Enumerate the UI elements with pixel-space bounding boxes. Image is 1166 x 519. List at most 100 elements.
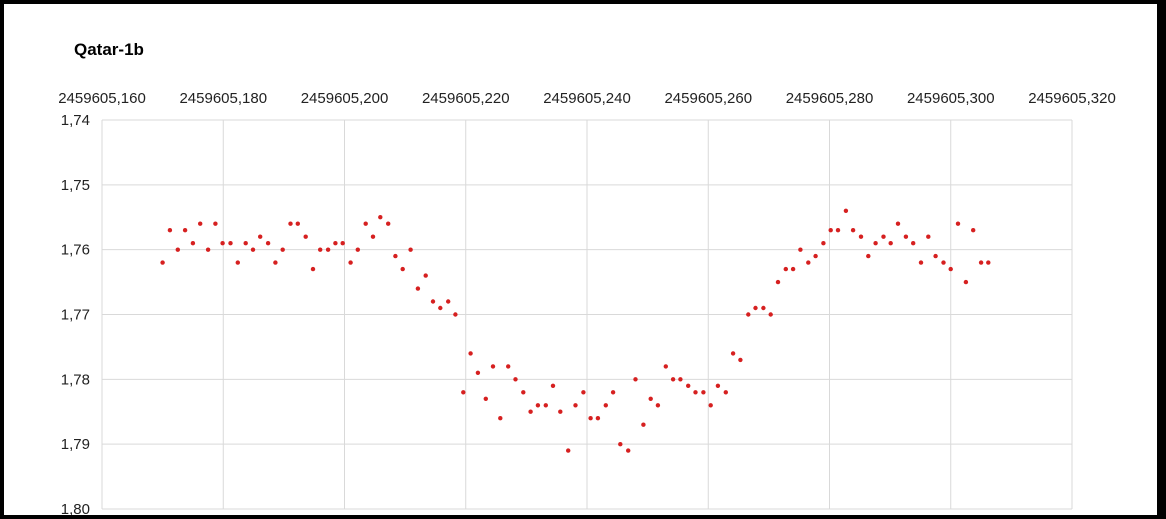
- x-tick-label: 2459605,200: [301, 90, 389, 107]
- data-point: [911, 241, 916, 246]
- data-point: [881, 234, 886, 239]
- data-point: [228, 241, 233, 246]
- data-point: [595, 416, 601, 421]
- data-point: [288, 221, 293, 226]
- data-point: [648, 396, 653, 401]
- data-point: [730, 351, 736, 356]
- data-point: [941, 260, 946, 265]
- data-point: [340, 241, 345, 246]
- data-point: [453, 312, 458, 317]
- y-tick-label: 1,80: [61, 501, 90, 515]
- data-point: [948, 266, 953, 272]
- data-point: [775, 279, 781, 285]
- data-point: [701, 390, 706, 395]
- data-point: [198, 221, 203, 226]
- data-point: [468, 351, 473, 356]
- x-tick-label: 2459605,300: [907, 90, 995, 107]
- data-point: [325, 247, 331, 252]
- x-tick-label: 2459605,180: [179, 90, 267, 107]
- data-point: [626, 448, 631, 453]
- data-point: [986, 260, 991, 265]
- data-point: [873, 241, 878, 246]
- data-point: [393, 253, 398, 259]
- data-point: [318, 247, 323, 252]
- data-point: [761, 305, 766, 311]
- data-point: [430, 299, 436, 304]
- data-point: [723, 390, 728, 395]
- data-point: [978, 260, 984, 265]
- data-point: [190, 241, 196, 246]
- data-points: [160, 208, 991, 453]
- data-point: [535, 403, 541, 408]
- data-point: [506, 364, 511, 369]
- data-point: [378, 215, 383, 220]
- data-point: [926, 234, 931, 239]
- data-point: [821, 241, 826, 246]
- y-tick-label: 1,76: [61, 242, 90, 259]
- data-point: [903, 234, 909, 239]
- data-point: [243, 241, 248, 246]
- data-point: [213, 221, 218, 226]
- data-point: [715, 383, 721, 388]
- data-point: [843, 208, 849, 213]
- data-point: [550, 383, 556, 388]
- data-point: [363, 221, 368, 226]
- data-point: [205, 247, 211, 252]
- data-point: [303, 234, 308, 239]
- data-point: [828, 228, 833, 233]
- data-point: [250, 247, 256, 252]
- data-point: [768, 312, 773, 317]
- data-point: [670, 377, 676, 382]
- data-point: [483, 396, 488, 401]
- data-point: [866, 253, 871, 259]
- data-point: [220, 241, 225, 246]
- data-point: [160, 260, 165, 265]
- data-point: [333, 241, 338, 246]
- data-point: [888, 241, 893, 246]
- chart: Qatar-1b 2459605,160 2459605,180 2459605,2…: [58, 40, 1116, 515]
- data-point: [265, 241, 271, 246]
- data-point: [753, 305, 758, 311]
- data-point: [513, 377, 518, 382]
- data-point: [933, 253, 938, 259]
- data-point: [835, 228, 841, 233]
- data-point: [858, 234, 864, 239]
- x-tick-label: 2459605,220: [422, 90, 510, 107]
- data-point: [370, 234, 376, 239]
- data-point: [663, 364, 668, 369]
- y-tick-label: 1,79: [61, 436, 90, 453]
- data-point: [408, 247, 413, 252]
- x-tick-label: 2459605,320: [1028, 90, 1116, 107]
- data-point: [708, 403, 713, 408]
- data-point: [280, 247, 285, 252]
- data-point: [475, 370, 481, 375]
- data-point: [686, 383, 691, 388]
- grid-layer: [101, 119, 1073, 510]
- y-tick-label: 1,74: [61, 112, 90, 129]
- y-axis-tick-labels: 1,74 1,75 1,76 1,77 1,78 1,79 1,80: [61, 112, 90, 515]
- data-point: [235, 260, 240, 265]
- data-point: [175, 247, 180, 252]
- data-point: [581, 390, 586, 395]
- data-point: [258, 234, 263, 239]
- data-point: [521, 390, 526, 395]
- data-point: [528, 409, 533, 414]
- data-point: [790, 266, 796, 272]
- data-point: [588, 416, 593, 421]
- y-tick-label: 1,78: [61, 371, 90, 388]
- data-point: [798, 247, 803, 252]
- data-point: [543, 403, 548, 408]
- data-point: [971, 228, 976, 233]
- x-tick-label: 2459605,160: [58, 90, 146, 107]
- chart-title: Qatar-1b: [74, 40, 144, 59]
- x-tick-label: 2459605,240: [543, 90, 631, 107]
- x-axis-tick-labels: 2459605,160 2459605,180 2459605,200 2459605…: [58, 90, 1116, 107]
- data-point: [813, 253, 818, 259]
- data-point: [182, 228, 188, 233]
- data-point: [461, 390, 466, 395]
- data-point: [566, 448, 571, 453]
- data-point: [955, 221, 961, 226]
- data-point: [355, 247, 360, 252]
- data-point: [310, 266, 316, 272]
- data-point: [738, 357, 743, 363]
